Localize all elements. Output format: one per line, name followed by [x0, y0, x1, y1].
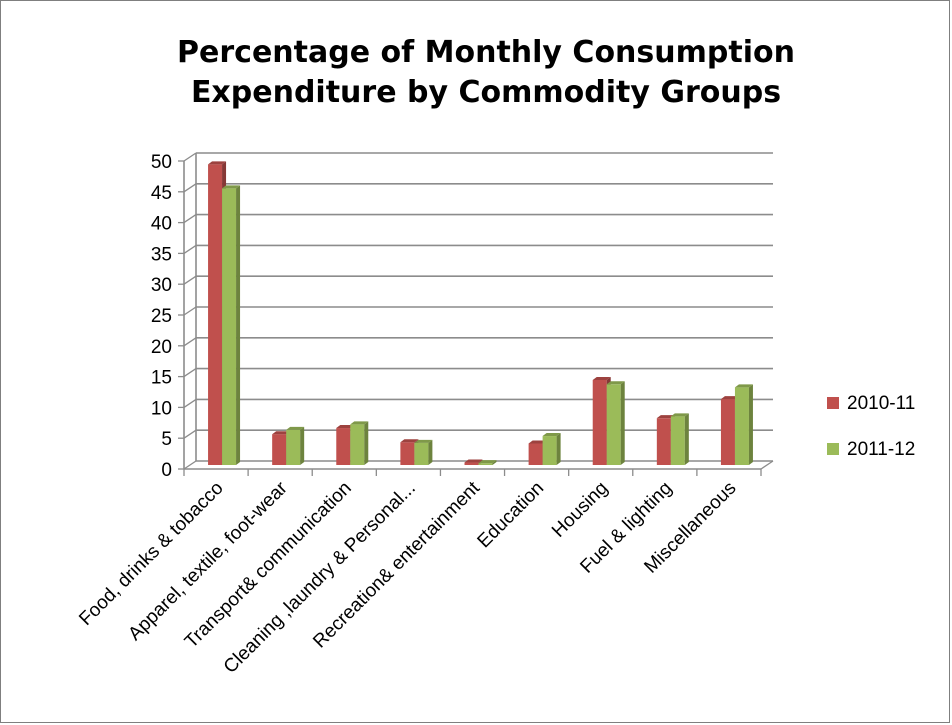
gridline-connector [183, 306, 197, 316]
legend-layer: 2010-11 2011-12 [827, 393, 915, 460]
y-tick-label: 30 [151, 275, 172, 296]
bar-2011-12 [222, 185, 241, 465]
y-tick-label: 15 [151, 368, 172, 389]
y-tick-label: 25 [151, 306, 172, 327]
y-tick-label: 0 [161, 460, 172, 481]
gridline-connector [183, 275, 197, 285]
legend-label-2010-11: 2010-11 [847, 393, 915, 414]
y-tick-label: 45 [151, 183, 172, 204]
bar-2011-12 [734, 384, 753, 465]
gridline-connector [183, 337, 197, 347]
gridline-connector [183, 429, 197, 439]
gridline-connector [183, 152, 197, 162]
legend-swatch-2011-12 [827, 443, 839, 455]
y-tick-label: 20 [151, 337, 172, 358]
x-tick-label: Housing [548, 478, 612, 542]
axis-layer [178, 153, 774, 476]
bar-2011-12 [542, 433, 561, 465]
y-tick-label: 40 [151, 214, 172, 235]
x-tick-label: Education [474, 478, 549, 553]
gridline-connector [183, 398, 197, 408]
legend-label-2011-12: 2011-12 [847, 439, 915, 460]
gridline-connector [183, 214, 197, 224]
gridline-connector [183, 183, 197, 193]
bar-2011-12 [286, 426, 305, 465]
gridline-connector [183, 368, 197, 378]
y-tick-label: 50 [151, 152, 172, 173]
gridline-connector [183, 244, 197, 254]
gridline-connector [183, 460, 197, 470]
floor-edge [760, 460, 774, 470]
bar-2011-12 [414, 439, 433, 465]
y-tick-label: 35 [151, 244, 172, 265]
bar-layer [208, 161, 753, 465]
chart-title: Percentage of Monthly Consumption Expend… [177, 35, 795, 110]
y-tick-label: 5 [161, 429, 172, 450]
legend-swatch-2010-11 [827, 397, 839, 409]
bar-2011-12 [606, 381, 625, 465]
bar-2011-12 [478, 460, 497, 465]
y-tick-label: 10 [151, 398, 172, 419]
bar-2011-12 [670, 413, 689, 465]
bar-2011-12 [350, 421, 369, 465]
